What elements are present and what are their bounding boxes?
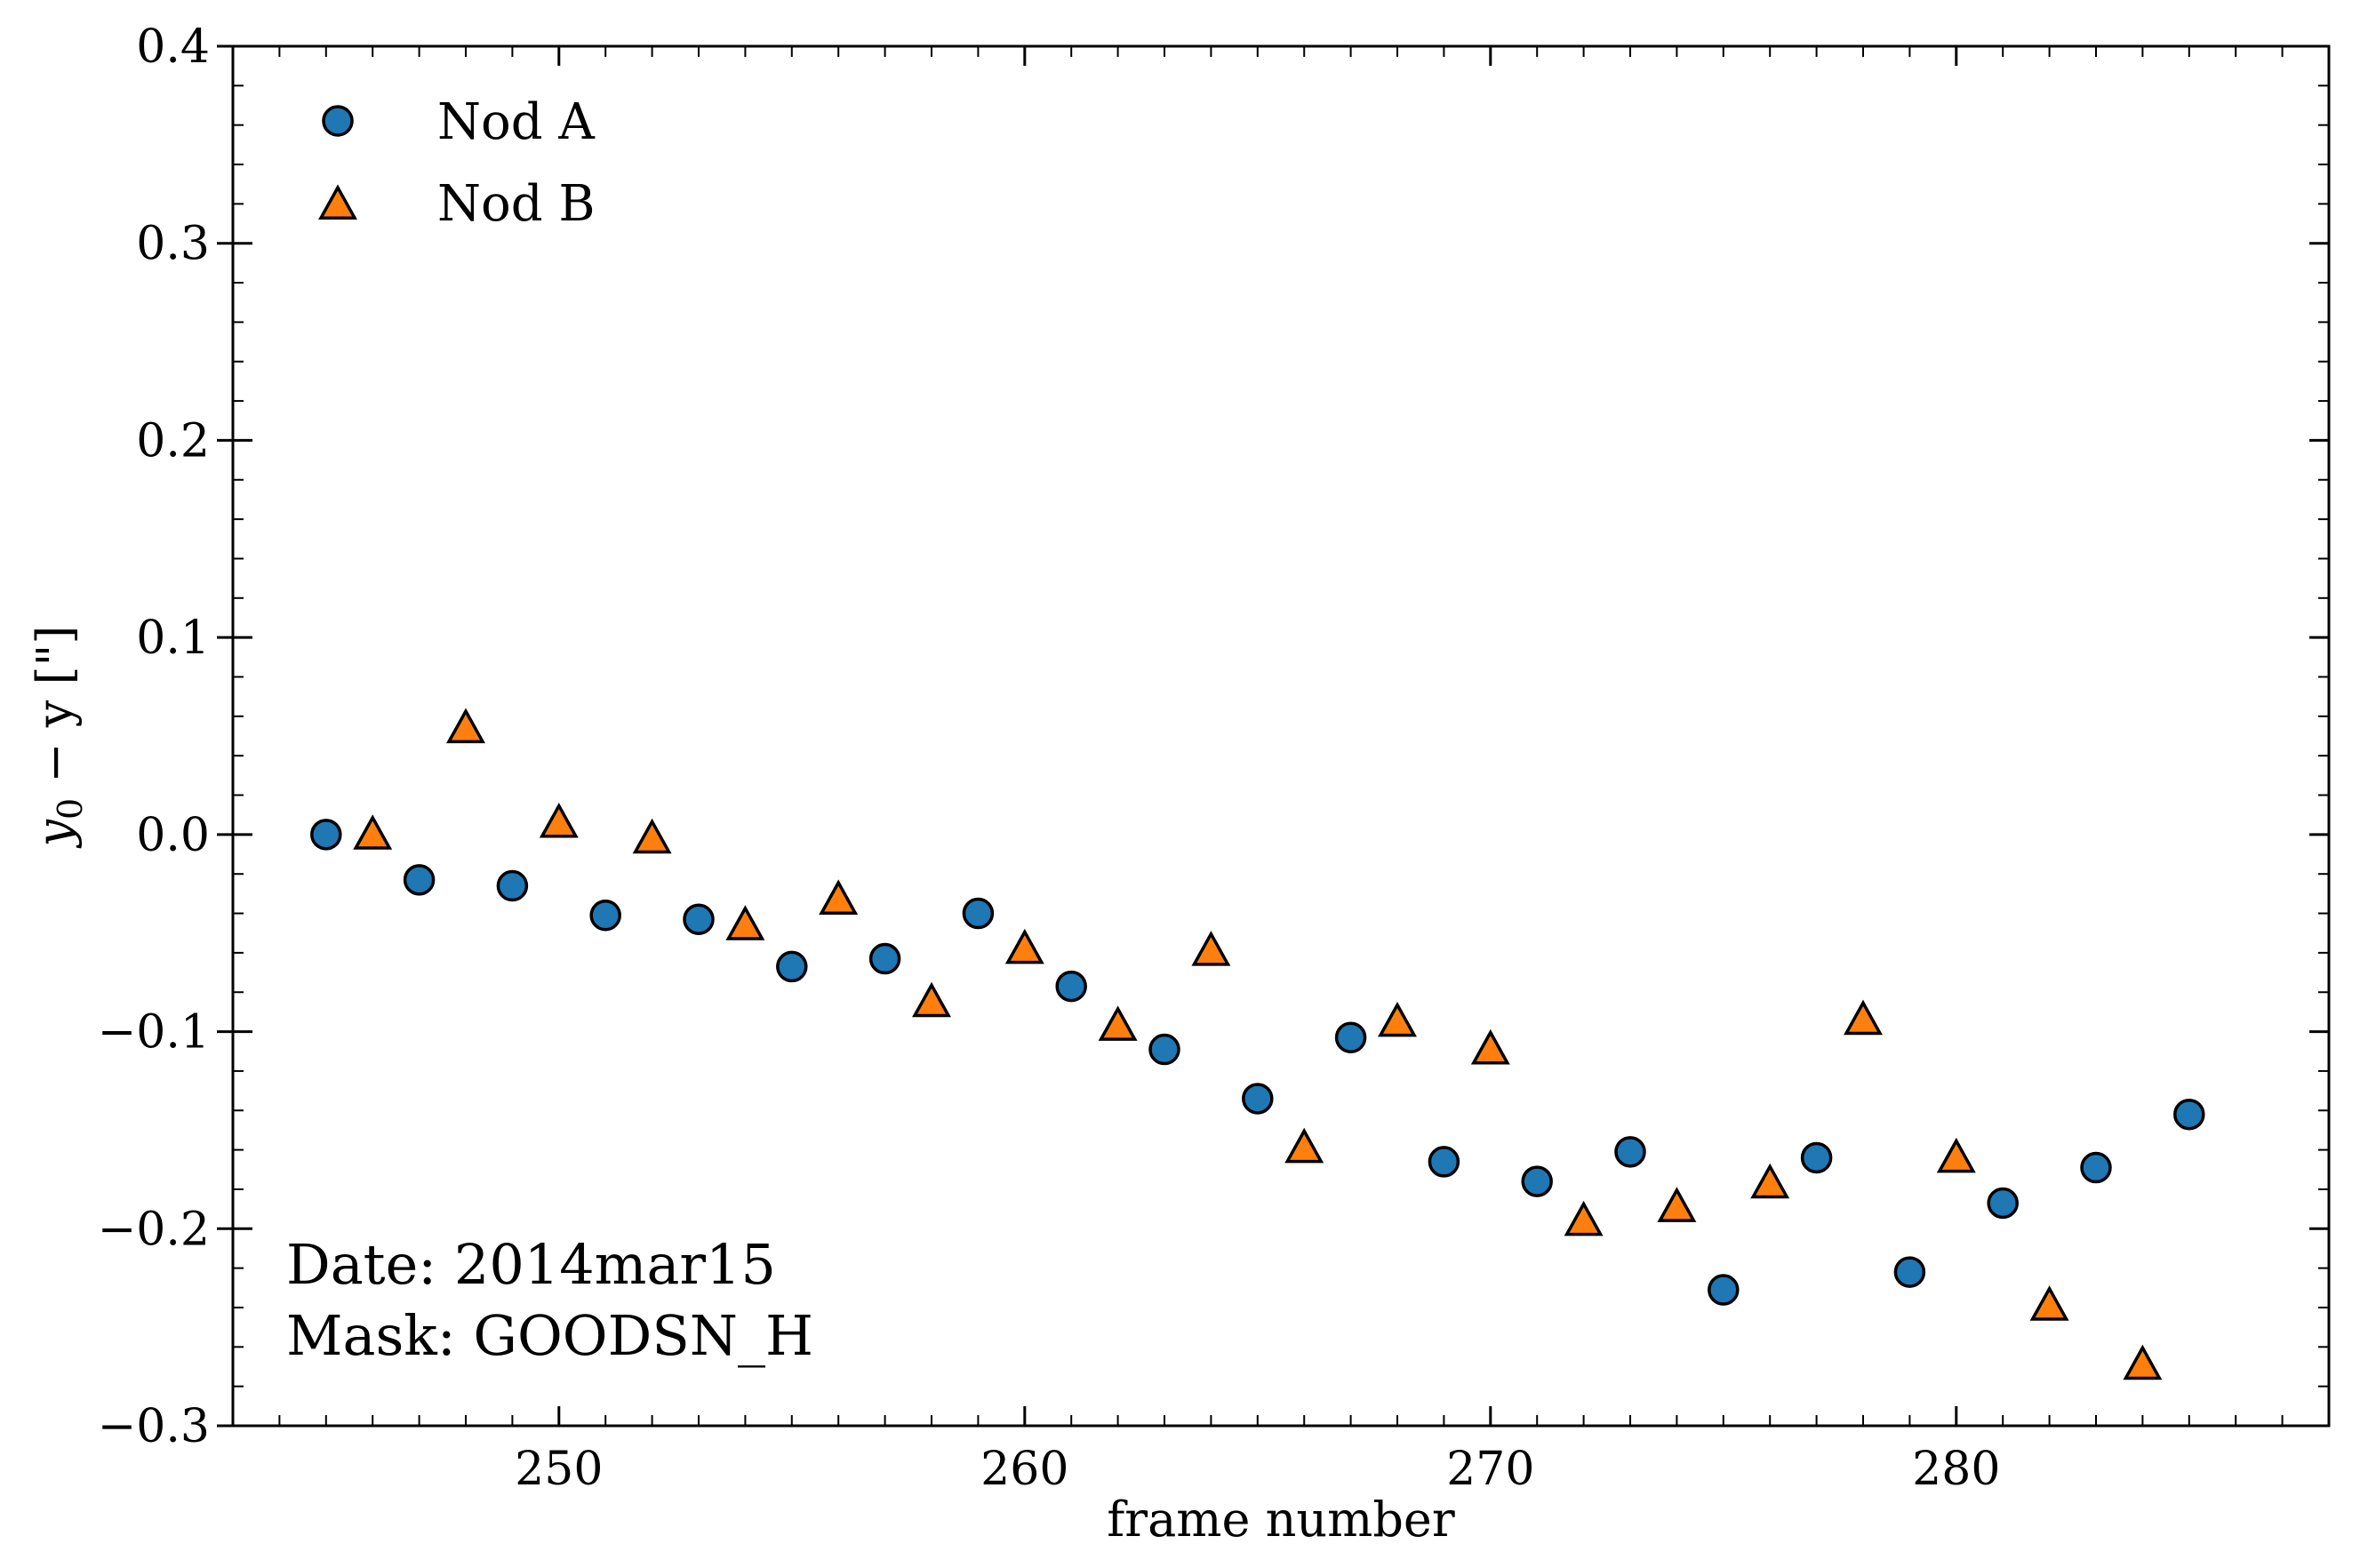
y-axis-label: y0 − y ["] — [27, 626, 90, 849]
nod-b-point — [1191, 931, 1231, 966]
legend-marker-nod-a — [322, 105, 354, 137]
nod-b-point — [1750, 1163, 1790, 1199]
nod-b-point — [1284, 1127, 1324, 1164]
nod-a-point — [1800, 1141, 1833, 1174]
nod-a-point — [962, 897, 995, 930]
annotation-date: Date: 2014mar15 — [286, 1232, 776, 1297]
nod-a-point — [1987, 1187, 2019, 1220]
nod-a-point — [310, 819, 342, 851]
nod-b-point — [725, 905, 765, 940]
nod-a-point — [868, 942, 901, 975]
legend-label-nod-b: Nod B — [437, 175, 596, 233]
nod-a-point — [1242, 1083, 1274, 1115]
legend-label-nod-a: Nod A — [437, 93, 595, 151]
nod-b-point — [1004, 928, 1044, 964]
x-tick-label: 250 — [515, 1443, 603, 1496]
axis-ticks: 250 260 270 280 −0.3 −0.2 −0.1 0.0 0.1 0.2 0.3 0.4 — [98, 20, 2330, 1496]
nod-a-point — [776, 950, 808, 983]
x-tick-label: 260 — [980, 1443, 1068, 1496]
nod-b-point — [1098, 1005, 1138, 1041]
y-tick-label: 0.1 — [136, 612, 210, 665]
nod-a-point — [1614, 1136, 1646, 1168]
x-axis-label: frame number — [1107, 1492, 1455, 1548]
legend: Nod A Nod B — [318, 93, 596, 233]
y-tick-label: 0.3 — [136, 218, 210, 271]
plot-frame — [231, 44, 2331, 1428]
y-tick-label: 0.0 — [136, 809, 210, 862]
nod-a-point — [683, 903, 715, 935]
nod-b-point — [1378, 1001, 1417, 1037]
y-axis-label-rest: − y ["] — [27, 626, 83, 798]
nod-a-point — [1334, 1021, 1367, 1053]
nod-a-point — [1708, 1274, 1740, 1306]
nod-b-point — [539, 802, 579, 838]
nod-b-point — [2123, 1344, 2163, 1380]
nod-a-point — [496, 869, 529, 902]
nod-b-point — [446, 708, 485, 744]
nod-a-point — [403, 864, 436, 896]
legend-marker-nod-b — [318, 184, 357, 220]
nod-a-point — [1055, 970, 1087, 1003]
data-points — [310, 708, 2205, 1380]
nod-b-point — [632, 818, 672, 854]
y-tick-label: 0.2 — [136, 414, 210, 468]
nod-a-point — [589, 900, 621, 932]
y-tick-label: −0.3 — [98, 1400, 210, 1453]
nod-a-point — [1893, 1256, 1926, 1288]
nod-a-point — [1148, 1033, 1180, 1066]
nod-a-point — [2173, 1098, 2205, 1131]
nod-b-point — [912, 981, 951, 1018]
x-tick-label: 270 — [1446, 1443, 1534, 1496]
y-axis-label-sub: 0 — [51, 798, 90, 820]
nod-b-point — [353, 814, 393, 850]
nod-b-point — [1657, 1187, 1697, 1222]
y-tick-label: −0.1 — [98, 1006, 210, 1060]
y-axis-label-main: y — [27, 818, 83, 848]
annotation-mask: Mask: GOODSN_H — [286, 1303, 813, 1368]
nod-b-point — [819, 879, 859, 915]
nod-a-point — [1521, 1165, 1553, 1197]
y-tick-label: −0.2 — [98, 1203, 210, 1256]
y-tick-label: 0.4 — [136, 20, 210, 74]
nod-b-point — [1564, 1200, 1604, 1236]
x-tick-label: 280 — [1912, 1443, 2000, 1496]
nod-b-point — [1936, 1137, 1976, 1173]
nod-a-point — [1428, 1146, 1460, 1178]
nod-b-point — [2029, 1285, 2069, 1321]
nod-b-point — [1844, 999, 1883, 1036]
nod-a-point — [2080, 1151, 2112, 1184]
nod-b-point — [1470, 1028, 1510, 1065]
